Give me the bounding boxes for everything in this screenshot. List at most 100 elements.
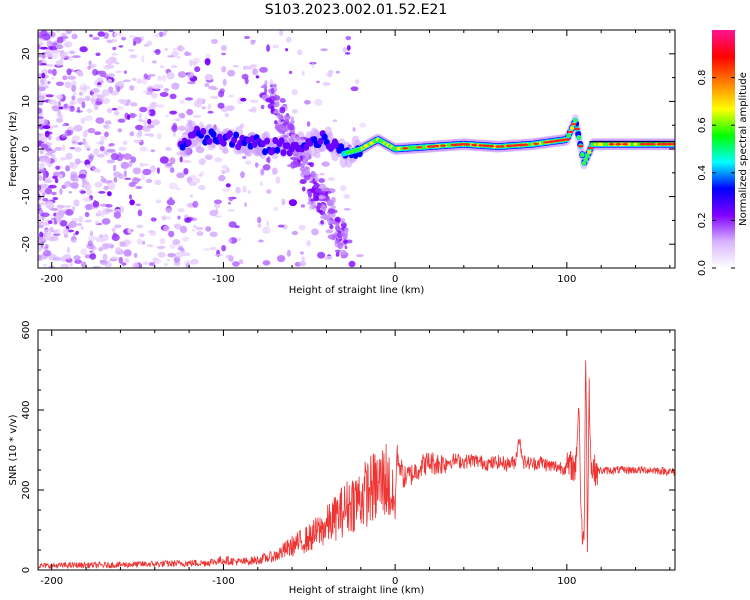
noise-blob	[56, 117, 63, 123]
noise-blob	[38, 175, 43, 182]
noise-blob	[114, 110, 120, 116]
noise-blob	[43, 246, 49, 250]
noise-blob	[102, 253, 108, 261]
colorbar-label: Normalized spectral amplitude	[738, 72, 749, 226]
ridge-core	[574, 127, 581, 131]
noise-blob	[133, 41, 136, 46]
noise-blob	[38, 254, 42, 261]
y-tick-label: -20	[21, 236, 32, 252]
noise-blob	[243, 35, 251, 40]
streak-blob	[307, 162, 312, 166]
noise-blob	[73, 255, 81, 261]
noise-blob	[159, 238, 166, 245]
noise-blob	[51, 42, 59, 51]
noise-blob	[168, 197, 173, 202]
noise-blob	[203, 248, 211, 251]
noise-blob	[237, 237, 242, 242]
noise-blob	[250, 99, 259, 103]
noise-blob	[120, 161, 130, 170]
noise-blob	[114, 62, 120, 65]
noise-blob	[85, 183, 90, 190]
ridge-core	[488, 144, 495, 148]
noise-blob	[56, 36, 64, 44]
noise-blob	[182, 236, 189, 242]
ridge-core	[608, 143, 615, 146]
noise-blob	[205, 226, 212, 232]
x-tick-label: -200	[40, 274, 63, 285]
noise-blob	[100, 175, 104, 179]
ridge-core	[402, 147, 409, 150]
noise-blob	[211, 39, 218, 44]
noise-blob	[189, 194, 194, 198]
noise-blob	[98, 191, 106, 194]
noise-blob	[61, 124, 67, 127]
noise-blob	[169, 93, 177, 100]
ridge-outer	[185, 139, 192, 147]
noise-blob	[182, 252, 191, 257]
ridge-inner	[587, 150, 592, 154]
x-tick-label: -200	[40, 576, 63, 587]
noise-blob	[327, 177, 335, 182]
noise-blob	[115, 247, 122, 252]
noise-blob	[343, 208, 351, 211]
noise-blob	[111, 233, 120, 242]
noise-blob	[41, 72, 46, 79]
noise-blob	[73, 199, 80, 207]
noise-blob	[260, 168, 265, 176]
streak-blob	[303, 170, 311, 176]
noise-blob	[165, 208, 172, 214]
streak-blob	[290, 116, 294, 123]
noise-blob	[250, 64, 257, 68]
noise-blob	[38, 241, 42, 246]
streak-blob	[282, 121, 288, 126]
noise-blob	[218, 174, 226, 182]
ridge-inner	[570, 126, 574, 130]
noise-blob	[75, 230, 79, 235]
streak-blob	[336, 222, 340, 227]
noise-blob	[148, 230, 156, 234]
noise-blob	[244, 66, 253, 70]
noise-blob	[137, 209, 143, 217]
noise-blob	[196, 231, 204, 236]
ridge-outer	[264, 137, 270, 145]
ridge-outer	[303, 143, 310, 151]
noise-blob	[115, 70, 123, 74]
noise-blob	[166, 216, 171, 220]
noise-blob	[108, 143, 115, 147]
noise-blob	[184, 97, 194, 101]
snr-plot-area	[38, 330, 675, 570]
noise-blob	[111, 38, 118, 43]
noise-blob	[51, 105, 61, 112]
noise-blob	[221, 66, 227, 73]
noise-blob	[222, 188, 231, 192]
noise-blob	[71, 135, 81, 142]
noise-blob	[45, 202, 55, 209]
noise-blob	[95, 117, 105, 124]
noise-blob	[101, 89, 110, 97]
noise-blob	[129, 35, 137, 39]
noise-blob	[91, 93, 100, 98]
noise-blob	[81, 261, 87, 268]
noise-blob	[136, 238, 143, 246]
noise-blob	[38, 215, 42, 221]
noise-blob	[124, 258, 130, 264]
noise-blob	[129, 131, 135, 137]
noise-blob	[301, 256, 306, 263]
noise-blob	[153, 258, 162, 264]
noise-blob	[127, 49, 135, 52]
x-tick-label: 100	[557, 576, 576, 587]
noise-blob	[228, 197, 234, 202]
noise-blob	[159, 92, 169, 97]
noise-blob	[66, 246, 71, 254]
noise-blob	[319, 172, 325, 176]
noise-blob	[66, 68, 72, 76]
noise-blob	[74, 147, 82, 152]
noise-blob	[163, 262, 169, 267]
noise-blob	[55, 81, 64, 87]
noise-blob	[163, 225, 171, 233]
noise-blob	[277, 224, 285, 228]
noise-blob	[141, 77, 148, 85]
noise-blob	[262, 260, 271, 266]
noise-blob	[44, 187, 53, 195]
noise-blob	[151, 92, 158, 99]
